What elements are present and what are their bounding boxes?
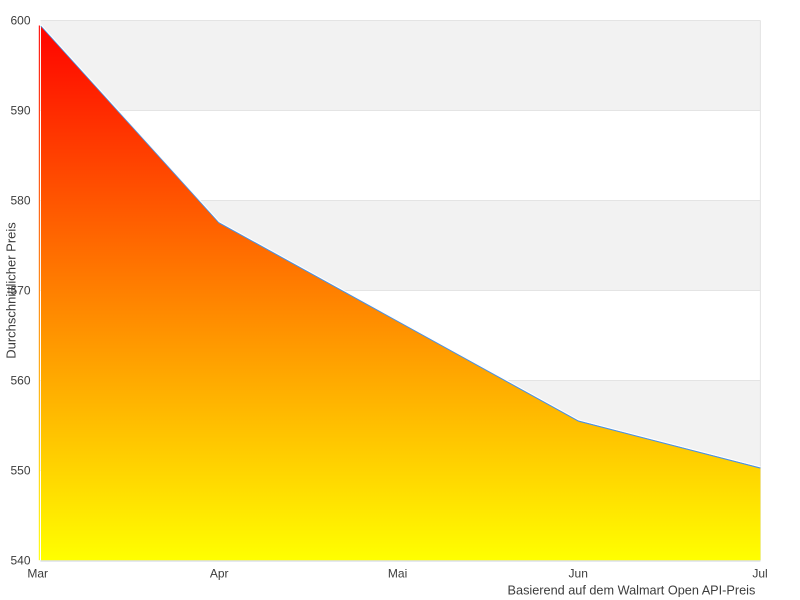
svg-text:540: 540	[10, 554, 30, 568]
svg-text:Basierend auf dem Walmart Open: Basierend auf dem Walmart Open API-Preis	[508, 584, 756, 598]
svg-text:570: 570	[10, 284, 30, 298]
svg-text:Mar: Mar	[27, 567, 48, 581]
svg-text:Durchschnittlicher Preis: Durchschnittlicher Preis	[3, 222, 18, 359]
svg-text:Jun: Jun	[569, 567, 588, 581]
svg-text:590: 590	[10, 104, 30, 118]
svg-text:550: 550	[10, 464, 30, 478]
svg-text:600: 600	[10, 14, 30, 28]
svg-text:580: 580	[10, 194, 30, 208]
svg-text:560: 560	[10, 374, 30, 388]
svg-text:Apr: Apr	[210, 567, 229, 581]
svg-text:Jul: Jul	[752, 567, 767, 581]
svg-text:Mai: Mai	[388, 567, 407, 581]
